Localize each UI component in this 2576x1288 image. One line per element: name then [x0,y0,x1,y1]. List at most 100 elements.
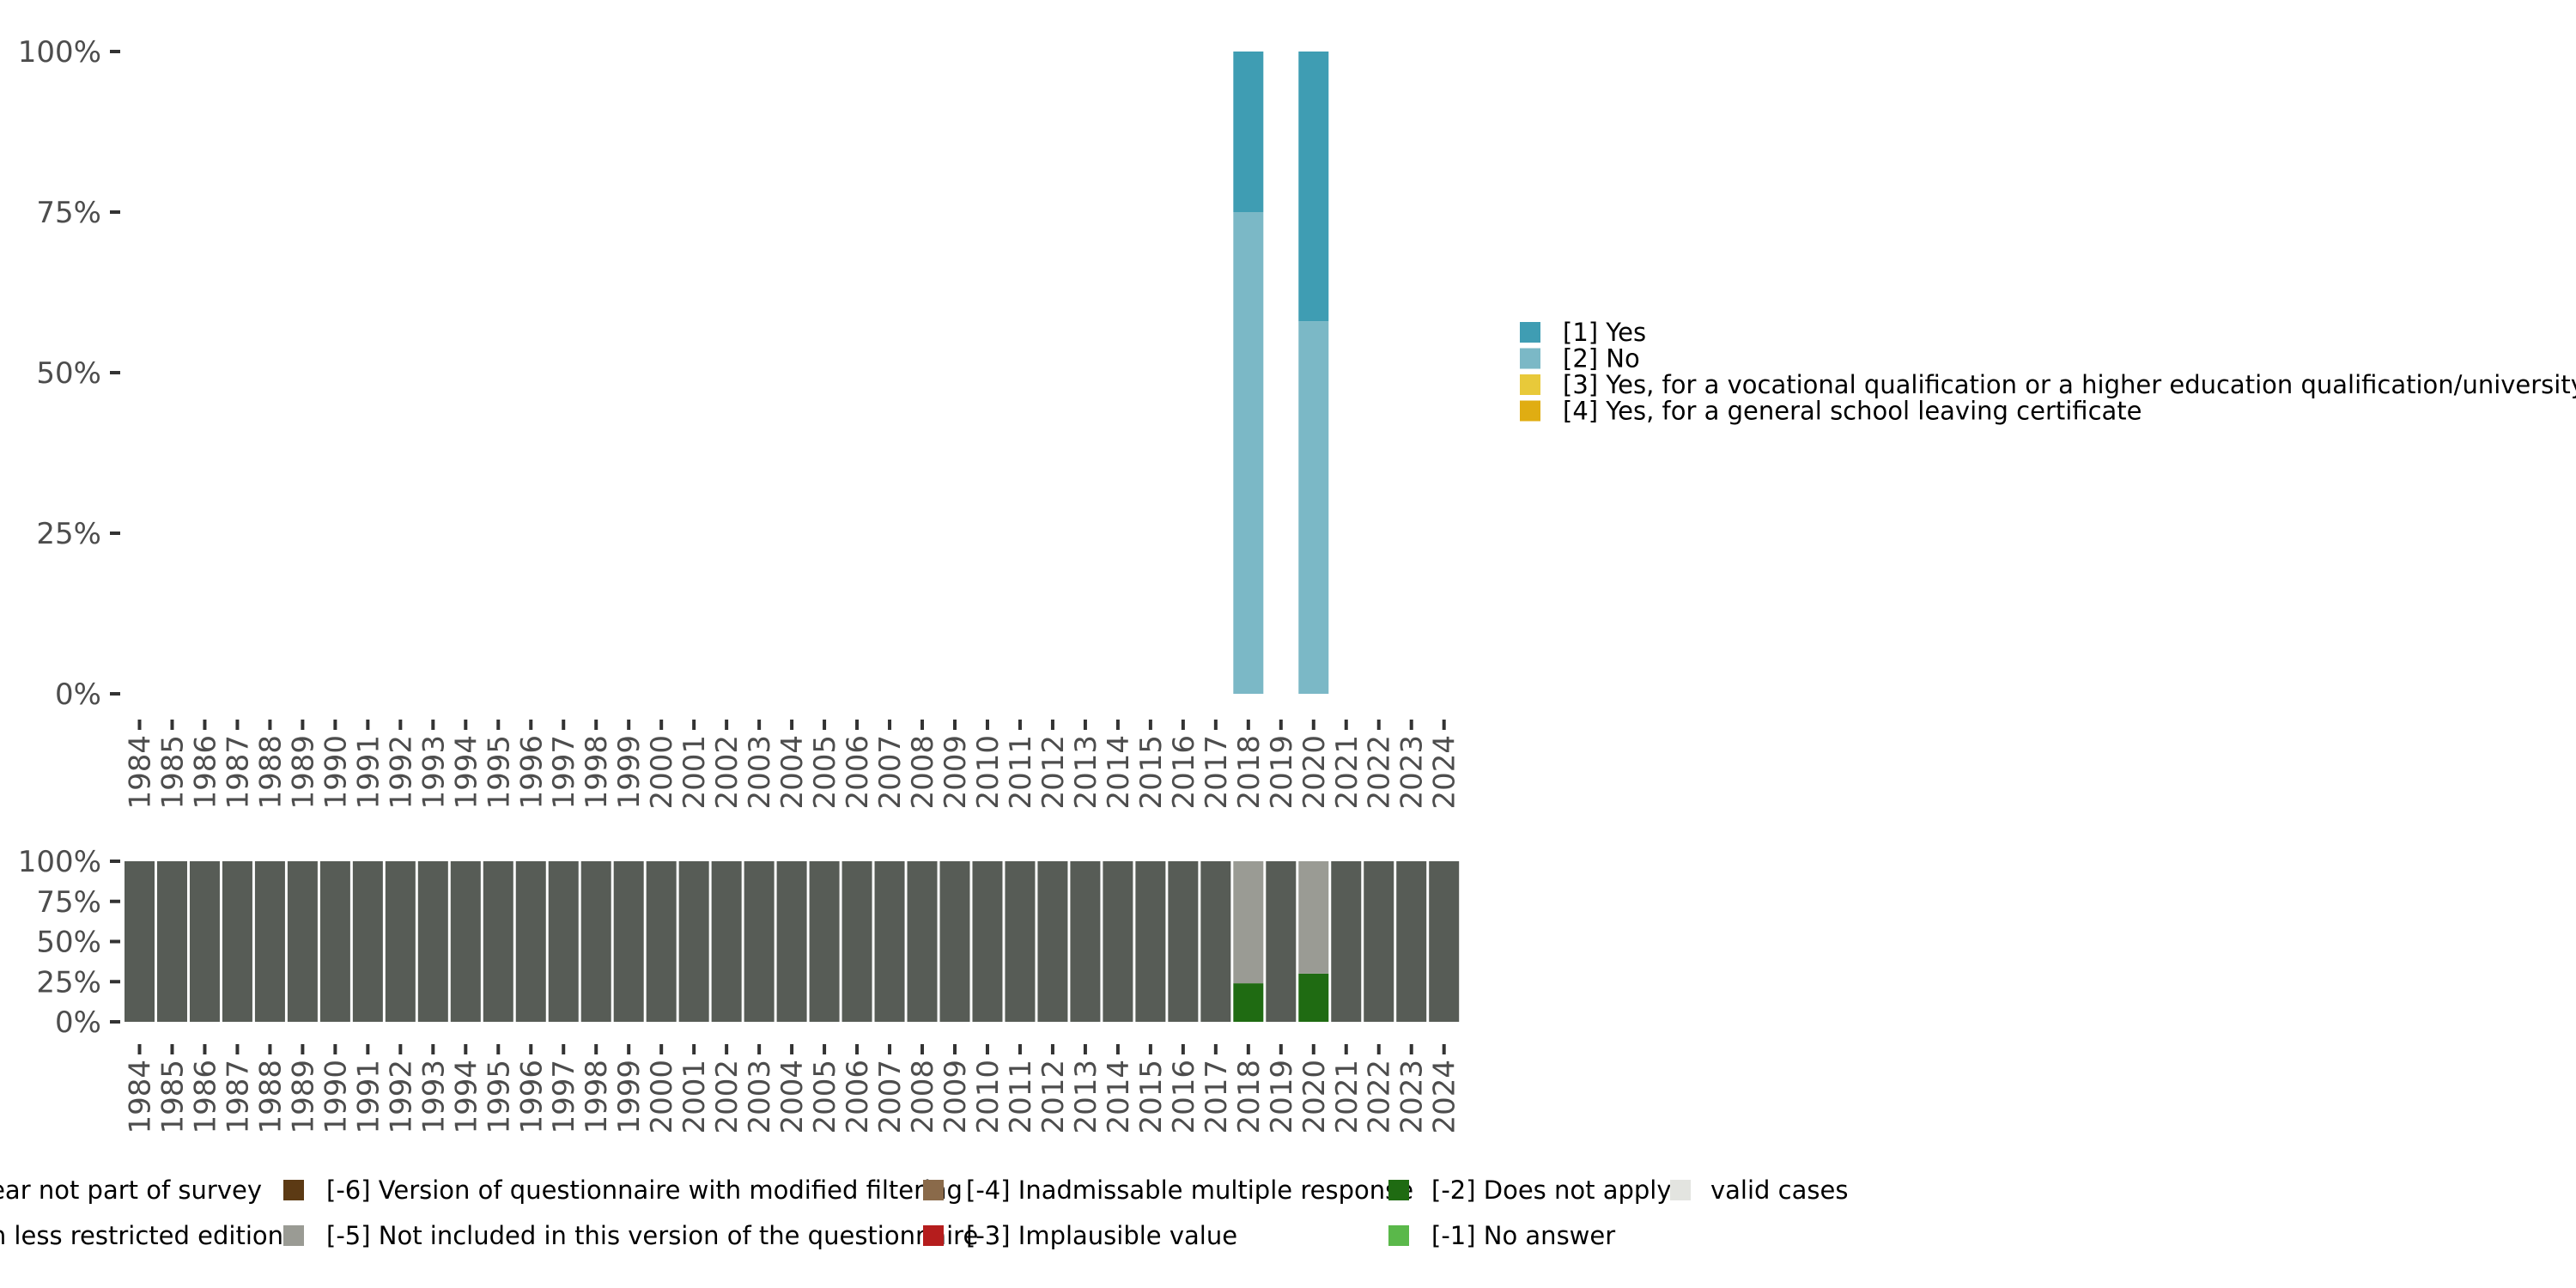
top-x-tick-label: 2000 [645,735,679,810]
top-x-tick-label: 1990 [319,735,353,810]
bottom-bar-1986 [189,861,220,1022]
bottom-bar-2020-series-0 [1298,973,1329,1022]
top-x-tick-label: 1987 [221,735,255,810]
top-x-tick-label: 2007 [873,735,908,810]
bottom-x-tick-label: 2005 [808,1060,842,1134]
bottom-x-tick-label: 2000 [645,1060,679,1134]
bottom-bar-2018-series-0 [1233,983,1264,1022]
top-x-tick-label: 1985 [155,735,190,810]
bottom-bar-1997 [548,861,579,1022]
bottom-x-tick-label: 1987 [221,1060,255,1134]
bottom-bar-1998 [580,861,611,1022]
bottom-x-tick-label: 2010 [971,1060,1005,1134]
bottom-bar-2023 [1396,861,1427,1022]
top-x-tick-label: 1997 [547,735,581,810]
top-x-tick-label: 1988 [253,735,288,810]
bottom-x-tick-label: 2006 [841,1060,875,1134]
bottom-x-tick-label: 1998 [580,1060,614,1134]
right-legend-label: [2] No [1563,344,1640,374]
top-y-tick-label: 25% [36,517,101,551]
bottom-legend-label: [-3] Implausible value [966,1221,1237,1250]
bottom-x-tick-label: 1999 [612,1060,647,1134]
top-x-tick-label: 2004 [775,735,810,810]
bottom-x-tick-label: 2020 [1297,1060,1332,1134]
top-x-tick-label: 2008 [906,735,940,810]
bottom-x-tick-label: 1997 [547,1060,581,1134]
bottom-legend-swatch [923,1225,944,1246]
bottom-x-tick-label: 2009 [939,1060,973,1134]
top-x-tick-label: 1994 [449,735,483,810]
top-x-tick-label: 1991 [351,735,386,810]
bottom-x-tick-label: 1994 [449,1060,483,1134]
bottom-legend-swatch [283,1180,304,1200]
bottom-x-tick-label: 2021 [1330,1060,1364,1134]
bottom-x-tick-label: 1996 [514,1060,549,1134]
top-x-tick-label: 2009 [939,735,973,810]
right-legend-swatch [1520,322,1540,343]
bottom-bar-1989 [287,861,318,1022]
bottom-x-tick-label: 1990 [319,1060,353,1134]
right-legend: [1] Yes[2] No[3] Yes, for a vocational q… [1520,318,2576,426]
top-x-tick-label: 2021 [1330,735,1364,810]
bottom-bar-2003 [744,861,775,1022]
bottom-bar-2010 [972,861,1003,1022]
top-x-tick-label: 2003 [743,735,777,810]
bottom-legend-swatch [1670,1180,1691,1200]
top-x-tick-label: 1992 [384,735,418,810]
top-x-tick-label: 2016 [1167,735,1201,810]
top-x-tick-label: 2012 [1036,735,1071,810]
bottom-bar-2004 [776,861,807,1022]
bottom-x-tick-label: 2014 [1102,1060,1136,1134]
top-x-tick-label: 1996 [514,735,549,810]
bottom-y-tick-label: 75% [36,885,101,920]
top-y-tick-label: 0% [55,677,101,712]
bottom-x-tick-label: 2001 [677,1060,712,1134]
bottom-bar-2002 [711,861,742,1022]
bottom-legend-label: [-5] Not included in this version of the… [326,1221,978,1250]
bottom-legend-label: [-4] Inadmissable multiple response [966,1176,1413,1205]
bottom-x-tick-label: 1991 [351,1060,386,1134]
bottom-x-tick-label: 2022 [1363,1060,1397,1134]
bottom-bar-2000 [646,861,677,1022]
bottom-bar-1991 [352,861,383,1022]
bottom-bar-2005 [809,861,840,1022]
bottom-bar-1987 [222,861,252,1022]
bottom-bar-2009 [939,861,970,1022]
bottom-legend-label: [-1] No answer [1431,1221,1615,1250]
top-x-tick-label: 2015 [1134,735,1169,810]
bottom-x-tick-label: 1993 [416,1060,451,1134]
bottom-bar-1985 [156,861,187,1022]
bottom-bar-2018-series-1 [1233,861,1264,984]
bottom-bar-2021 [1331,861,1362,1022]
bottom-bar-2008 [907,861,938,1022]
bottom-legend-swatch [923,1180,944,1200]
bottom-y-tick-label: 0% [55,1005,101,1040]
bottom-bar-2012 [1037,861,1068,1022]
right-legend-swatch [1520,348,1540,369]
bottom-x-tick-label: 2013 [1069,1060,1103,1134]
bottom-legend-label: year not part of survey [0,1176,262,1205]
right-legend-swatch [1520,374,1540,395]
bottom-bar-2007 [874,861,905,1022]
bottom-x-tick-label: 2002 [710,1060,744,1134]
bottom-x-tick-label: 2016 [1167,1060,1201,1134]
bottom-x-tick-label: 2004 [775,1060,810,1134]
bottom-bar-1984 [125,861,155,1022]
top-bar-2018-series-0 [1233,212,1264,694]
bottom-x-tick-label: 1988 [253,1060,288,1134]
top-x-tick-label: 2019 [1265,735,1299,810]
bottom-panel: 0%25%50%75%100%1984198519861987198819891… [18,845,1462,1134]
bottom-x-tick-label: 2011 [1004,1060,1038,1134]
bottom-bar-2022 [1364,861,1394,1022]
bottom-x-tick-label: 1992 [384,1060,418,1134]
bottom-bar-2013 [1070,861,1101,1022]
bottom-bar-2020-series-1 [1298,861,1329,974]
bottom-bar-1993 [417,861,448,1022]
top-x-tick-label: 2002 [710,735,744,810]
bottom-bar-1996 [515,861,546,1022]
bottom-x-tick-label: 2008 [906,1060,940,1134]
right-legend-swatch [1520,400,1540,422]
bottom-bar-2016 [1168,861,1199,1022]
bottom-bar-1999 [613,861,644,1022]
bottom-legend-swatch [283,1225,304,1246]
